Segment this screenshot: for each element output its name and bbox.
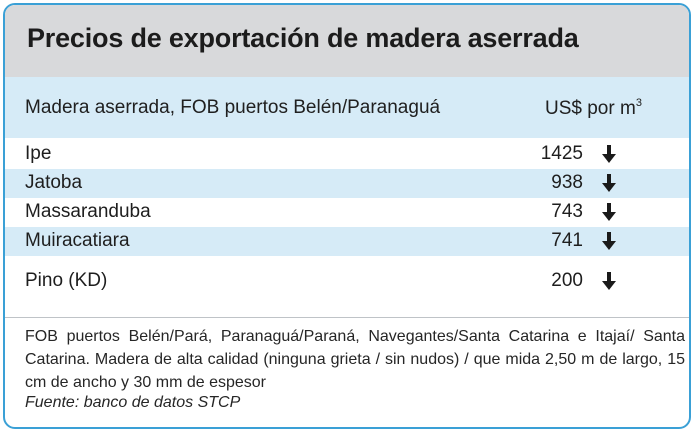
arrow-down-icon [602,145,616,163]
divider [5,317,689,318]
row-name: Pino (KD) [25,270,108,291]
arrow-down-icon [602,272,616,290]
column-header-unit: US$ por m3 [545,97,642,120]
row-name: Massaranduba [25,201,151,222]
row-name: Ipe [25,143,52,164]
table-row: Ipe 1425 [5,140,689,169]
table-row: Muiracatiara 741 [5,227,689,256]
source-note: Fuente: banco de datos STCP [25,394,241,411]
table-row: Pino (KD) 200 [5,267,689,296]
price-table-card: Precios de exportación de madera aserrad… [3,3,691,429]
row-name: Muiracatiara [25,230,130,251]
table-row: Jatoba 938 [5,169,689,198]
unit-superscript: 3 [635,97,642,109]
row-value: 1425 [540,143,583,164]
unit-text: US$ por m [545,98,636,119]
arrow-down-icon [602,174,616,192]
table-row: Massaranduba 743 [5,198,689,227]
row-value: 743 [551,201,583,222]
arrow-down-icon [602,203,616,221]
arrow-down-icon [602,232,616,250]
row-value: 938 [551,172,583,193]
title-band: Precios de exportación de madera aserrad… [5,5,689,77]
column-header-product: Madera aserrada, FOB puertos Belén/Paran… [25,97,441,118]
row-value: 741 [551,230,583,251]
row-value: 200 [551,270,583,291]
table-title: Precios de exportación de madera aserrad… [27,23,579,53]
row-name: Jatoba [25,172,83,193]
footnote: FOB puertos Belén/Pará, Paranaguá/Paraná… [25,328,685,391]
column-header-row: Madera aserrada, FOB puertos Belén/Paran… [5,77,689,138]
